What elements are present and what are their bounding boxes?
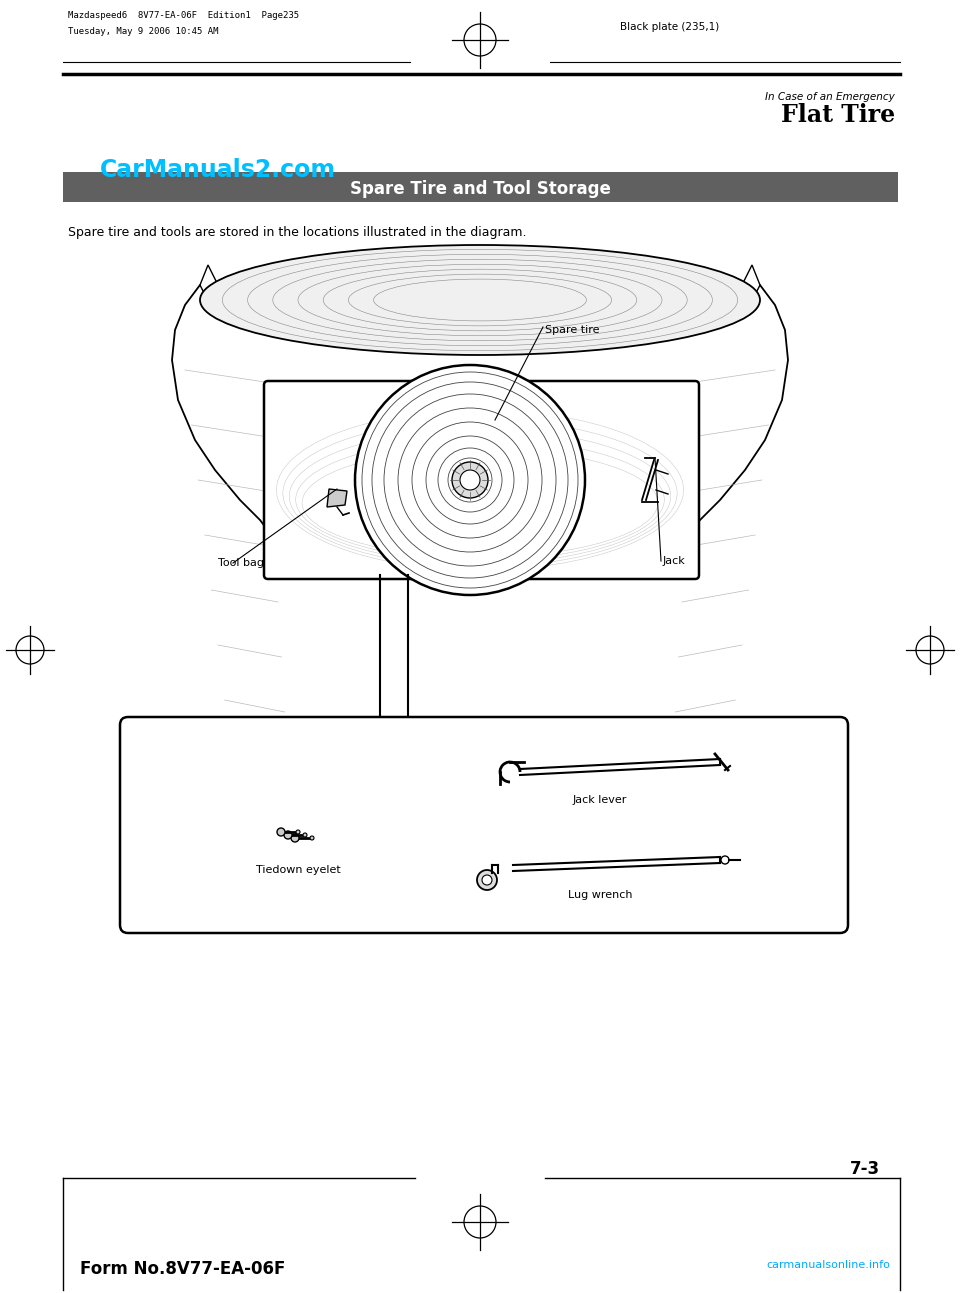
- Text: CarManuals2.com: CarManuals2.com: [100, 158, 336, 182]
- Text: Mazdaspeed6  8V77-EA-06F  Edition1  Page235: Mazdaspeed6 8V77-EA-06F Edition1 Page235: [68, 12, 300, 19]
- Circle shape: [310, 837, 314, 840]
- Text: Lug wrench: Lug wrench: [567, 890, 633, 900]
- Circle shape: [482, 875, 492, 884]
- Circle shape: [291, 834, 299, 842]
- Polygon shape: [742, 265, 760, 305]
- Text: carmanualsonline.info: carmanualsonline.info: [766, 1259, 890, 1270]
- Text: In Case of an Emergency: In Case of an Emergency: [765, 92, 895, 102]
- Text: Spare tire and tools are stored in the locations illustrated in the diagram.: Spare tire and tools are stored in the l…: [68, 226, 526, 239]
- Bar: [63, 172, 898, 202]
- Circle shape: [296, 830, 300, 834]
- Circle shape: [460, 469, 480, 490]
- Polygon shape: [327, 489, 347, 507]
- Text: Tiedown eyelet: Tiedown eyelet: [255, 865, 341, 875]
- Circle shape: [277, 828, 285, 837]
- Text: Form No.8V77-EA-06F: Form No.8V77-EA-06F: [80, 1259, 285, 1277]
- Polygon shape: [200, 265, 218, 305]
- Text: Spare tire: Spare tire: [545, 325, 599, 335]
- Text: Black plate (235,1): Black plate (235,1): [620, 22, 719, 32]
- Circle shape: [284, 831, 292, 839]
- FancyBboxPatch shape: [120, 718, 848, 934]
- Text: Jack lever: Jack lever: [573, 795, 627, 806]
- Text: Tool bag: Tool bag: [218, 559, 264, 568]
- Text: Jack: Jack: [663, 556, 685, 566]
- Text: 7-3: 7-3: [850, 1160, 880, 1178]
- FancyBboxPatch shape: [264, 381, 699, 579]
- Circle shape: [303, 833, 307, 837]
- Ellipse shape: [200, 244, 760, 356]
- Text: Flat Tire: Flat Tire: [780, 103, 895, 127]
- Text: Spare Tire and Tool Storage: Spare Tire and Tool Storage: [349, 180, 611, 198]
- Circle shape: [355, 365, 585, 595]
- Circle shape: [477, 870, 497, 890]
- Text: Tuesday, May 9 2006 10:45 AM: Tuesday, May 9 2006 10:45 AM: [68, 27, 219, 36]
- Circle shape: [721, 856, 729, 864]
- Circle shape: [452, 462, 488, 498]
